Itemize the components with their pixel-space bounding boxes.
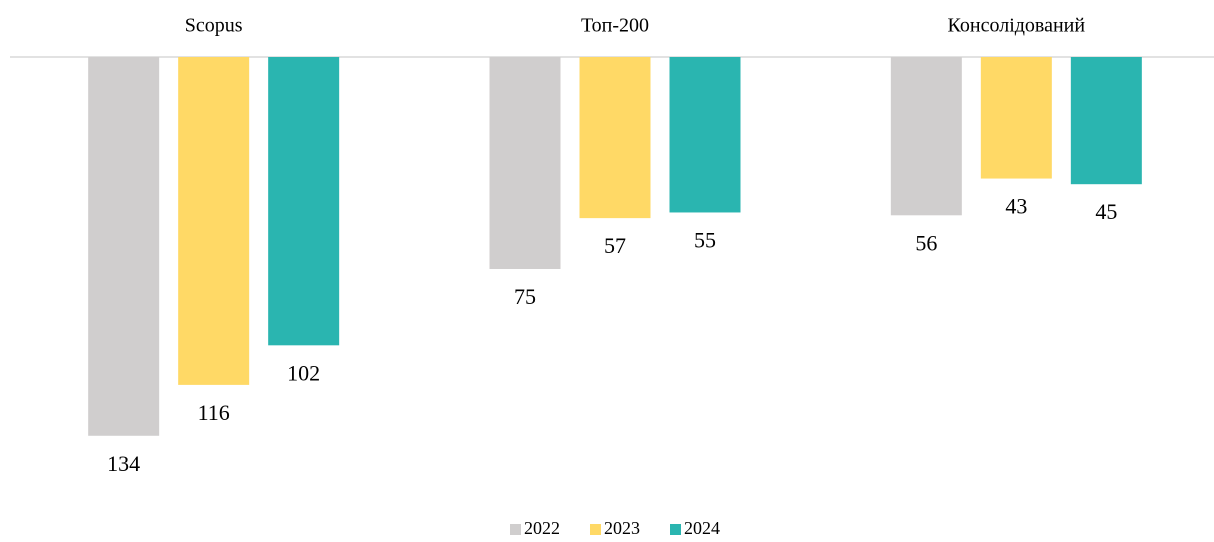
bar [980,57,1052,179]
value-label: 134 [107,451,140,476]
legend-label: 2023 [604,518,640,538]
bar [1070,57,1142,185]
legend-swatch [510,524,521,535]
value-label: 43 [1005,194,1027,219]
bar [579,57,651,219]
value-label: 45 [1095,199,1117,224]
value-label: 102 [287,360,320,385]
bar [669,57,741,213]
legend-swatch [590,524,601,535]
category-label: Консолідований [948,15,1086,37]
bar [88,57,160,436]
value-label: 75 [514,284,536,309]
legend-label: 2024 [684,518,720,538]
category-label: Scopus [185,15,243,37]
bar [268,57,340,346]
value-label: 56 [915,230,937,255]
bar [178,57,250,385]
bar [489,57,561,269]
value-label: 116 [198,400,230,425]
legend-swatch [670,524,681,535]
category-label: Топ-200 [581,15,649,37]
value-label: 55 [694,228,716,253]
bar [890,57,962,216]
legend-label: 2022 [524,518,560,538]
value-label: 57 [604,233,626,258]
